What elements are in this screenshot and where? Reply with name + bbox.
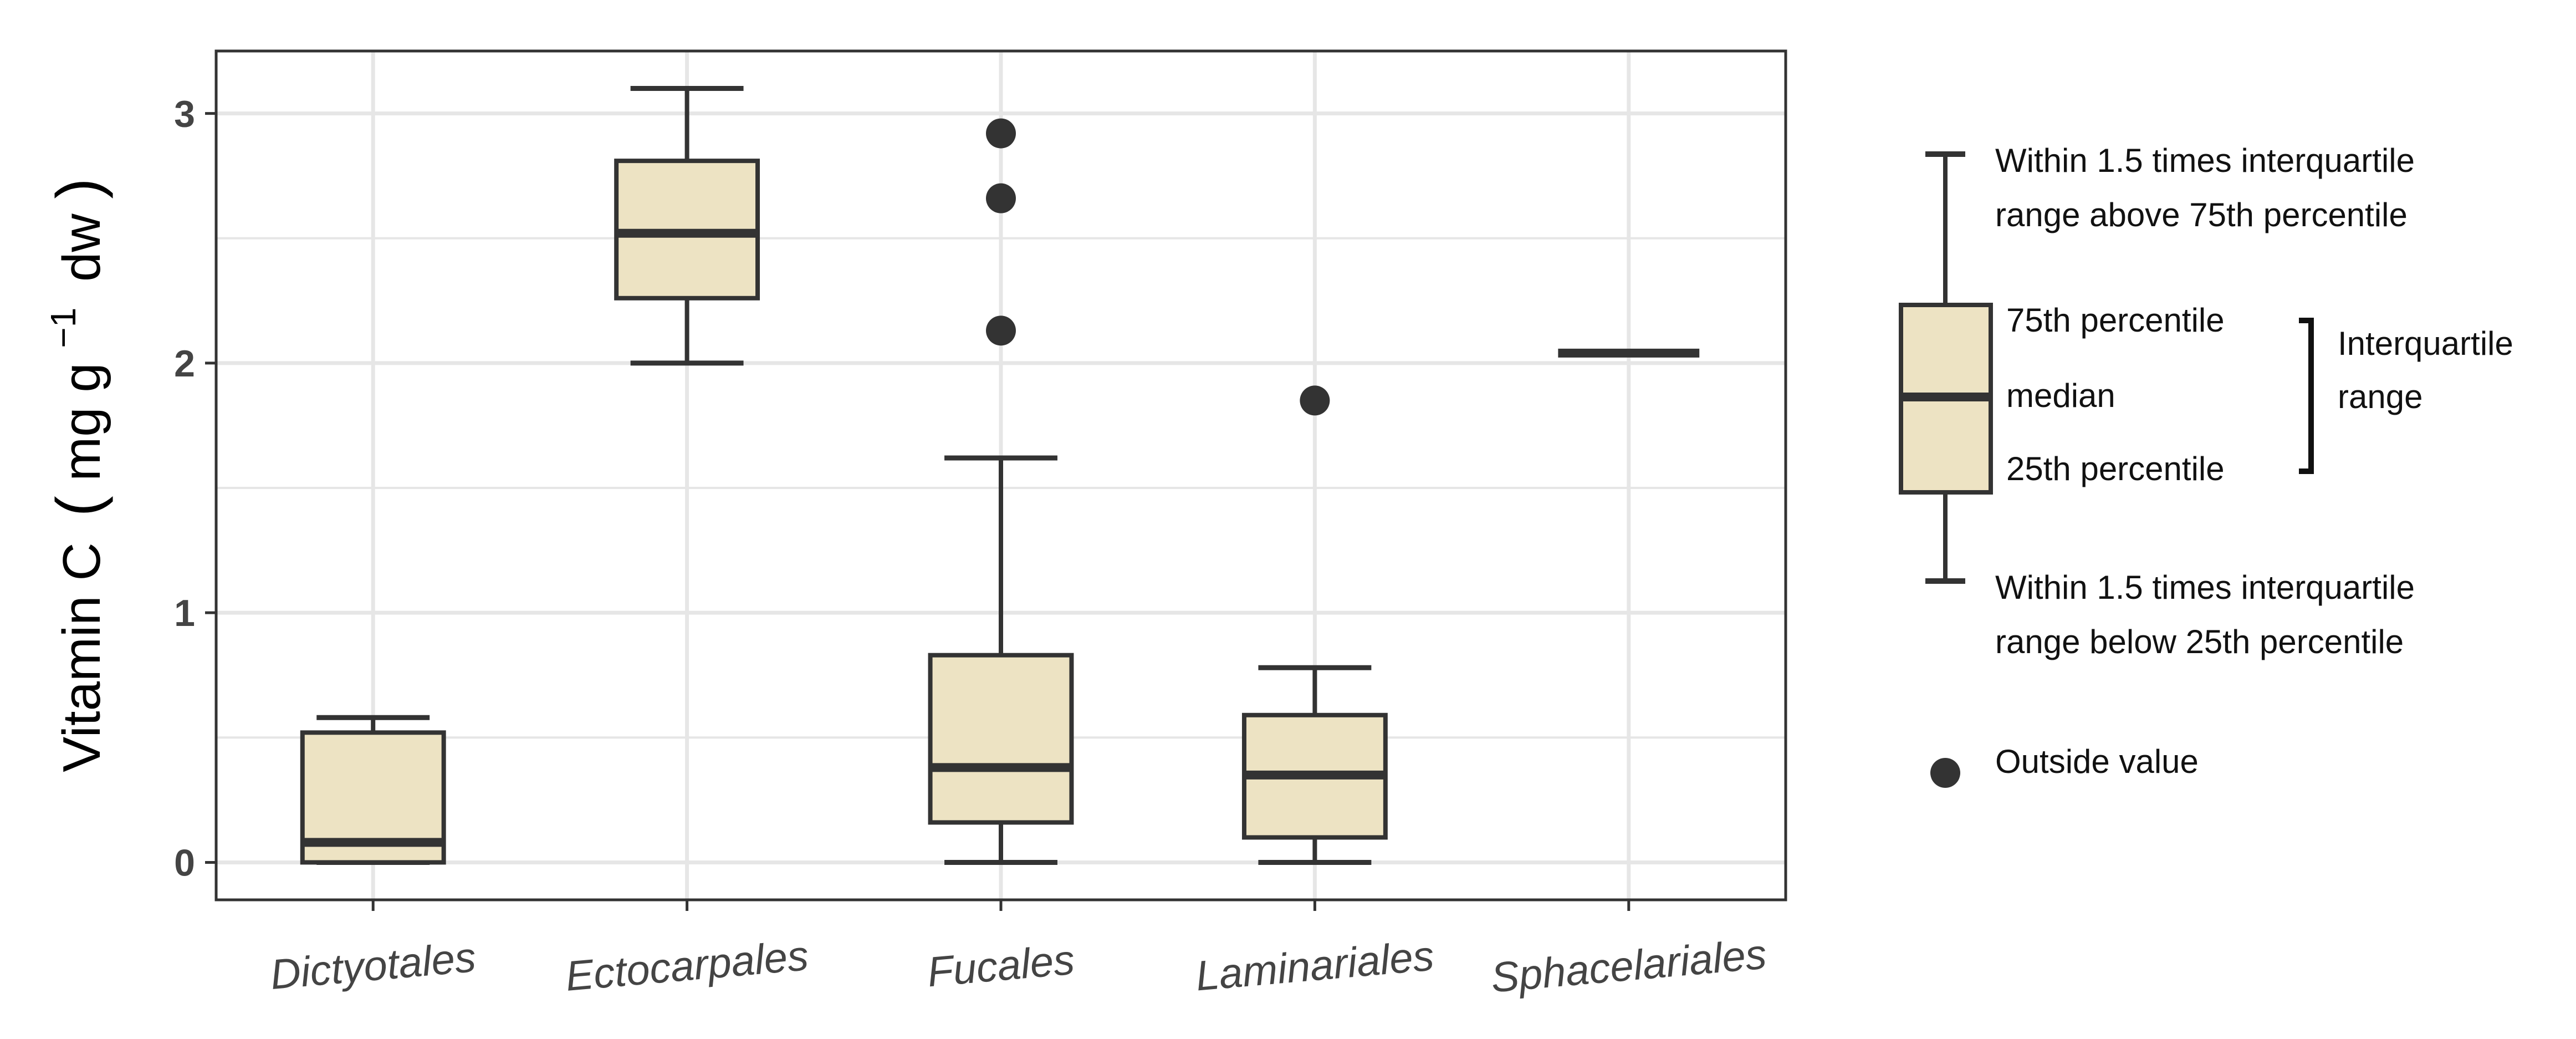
legend-outlier-dot [1930, 758, 1960, 788]
legend-iqr-line2: range [2338, 378, 2422, 415]
svg-text:Vitamin C ( mg g: Vitamin C ( mg g −1 dw ) [28, 178, 113, 772]
y-tick-label: 1 [174, 592, 195, 634]
y-axis-title: Vitamin C ( mg g −1 dw ) [28, 178, 113, 772]
y-tick-label: 2 [174, 343, 195, 385]
box-layer [300, 86, 1700, 865]
legend-q3-label: 75th percentile [2006, 302, 2225, 339]
legend-upper-whisker-line2: range above 75th percentile [1995, 196, 2408, 233]
y-tick-label: 3 [174, 93, 195, 135]
x-tick-label: Laminariales [1194, 932, 1436, 1000]
legend-outlier-label: Outside value [1995, 743, 2199, 780]
legend-lower-whisker-line1: Within 1.5 times interquartile [1995, 569, 2415, 606]
outlier-point [986, 183, 1016, 213]
y-axis-title-main: Vitamin C [52, 542, 111, 772]
legend-iqr-bracket [2299, 318, 2314, 474]
y-axis-title-exponent: −1 [43, 308, 83, 348]
legend: Within 1.5 times interquartile range abo… [1899, 142, 2513, 788]
y-tick-label: 0 [174, 842, 195, 884]
y-axis-title-unit: mg g [52, 363, 111, 481]
legend-upper-whisker-line1: Within 1.5 times interquartile [1995, 142, 2415, 179]
legend-iqr-line1: Interquartile [2338, 325, 2513, 362]
outlier-point [986, 315, 1016, 346]
legend-median-label: median [2006, 377, 2115, 414]
y-axis-ticks: 0 1 2 3 [174, 93, 216, 884]
outlier-point [1300, 385, 1330, 416]
legend-lower-whisker-line2: range below 25th percentile [1995, 623, 2404, 660]
outlier-point [986, 118, 1016, 149]
x-tick-label: Dictyotales [268, 934, 478, 999]
box-iqr [928, 653, 1074, 825]
x-tick-label: Ectocarpales [564, 932, 810, 1000]
legend-q1-label: 25th percentile [2006, 450, 2225, 487]
y-axis-title-unit-suffix: dw [52, 213, 111, 282]
x-tick-label: Sphacelariales [1489, 930, 1769, 1001]
x-axis-ticks: Dictyotales Ectocarpales Fucales Laminarial… [268, 900, 1769, 1002]
x-tick-label: Fucales [926, 936, 1077, 996]
